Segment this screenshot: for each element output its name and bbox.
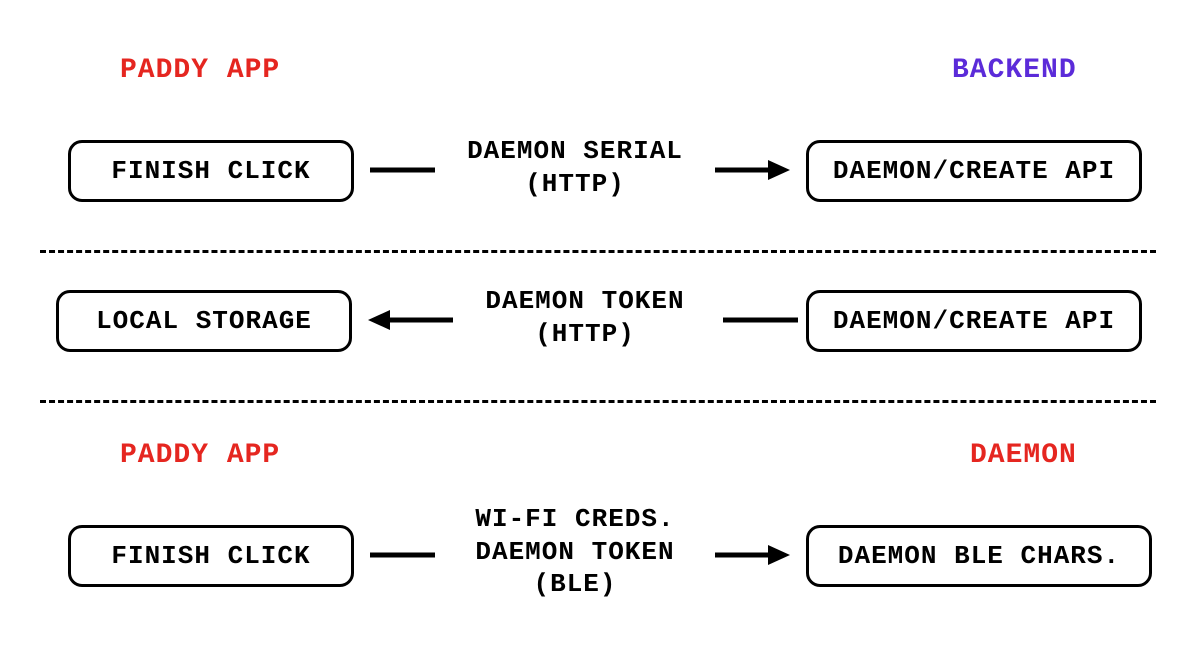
heading-paddy-app-bot: PADDY APP xyxy=(120,440,280,471)
heading-daemon: DAEMON xyxy=(970,440,1077,471)
node-label: FINISH CLICK xyxy=(111,156,310,186)
edge-label-line: (HTTP) xyxy=(430,168,720,201)
heading-backend: BACKEND xyxy=(952,55,1077,86)
node-create-api-2: DAEMON/CREATE API xyxy=(806,290,1142,352)
node-label: FINISH CLICK xyxy=(111,541,310,571)
edge-label-line: DAEMON TOKEN xyxy=(450,285,720,318)
divider-1 xyxy=(40,250,1156,253)
edge-label-line: DAEMON TOKEN xyxy=(430,536,720,569)
divider-2 xyxy=(40,400,1156,403)
edge-label-line: (BLE) xyxy=(430,568,720,601)
heading-paddy-app-top: PADDY APP xyxy=(120,55,280,86)
edge-label-e3: WI-FI CREDS. DAEMON TOKEN (BLE) xyxy=(430,503,720,601)
node-finish-click-1: FINISH CLICK xyxy=(68,140,354,202)
node-local-storage: LOCAL STORAGE xyxy=(56,290,352,352)
node-label: DAEMON BLE CHARS. xyxy=(838,541,1120,571)
node-finish-click-2: FINISH CLICK xyxy=(68,525,354,587)
diagram-canvas: PADDY APP BACKEND FINISH CLICK DAEMON/CR… xyxy=(0,0,1196,654)
edge-label-e1: DAEMON SERIAL (HTTP) xyxy=(430,135,720,200)
node-label: LOCAL STORAGE xyxy=(96,306,312,336)
node-create-api-1: DAEMON/CREATE API xyxy=(806,140,1142,202)
edge-label-line: (HTTP) xyxy=(450,318,720,351)
edge-label-line: DAEMON SERIAL xyxy=(430,135,720,168)
node-ble-chars: DAEMON BLE CHARS. xyxy=(806,525,1152,587)
edge-label-e2: DAEMON TOKEN (HTTP) xyxy=(450,285,720,350)
node-label: DAEMON/CREATE API xyxy=(833,306,1115,336)
edge-label-line: WI-FI CREDS. xyxy=(430,503,720,536)
node-label: DAEMON/CREATE API xyxy=(833,156,1115,186)
